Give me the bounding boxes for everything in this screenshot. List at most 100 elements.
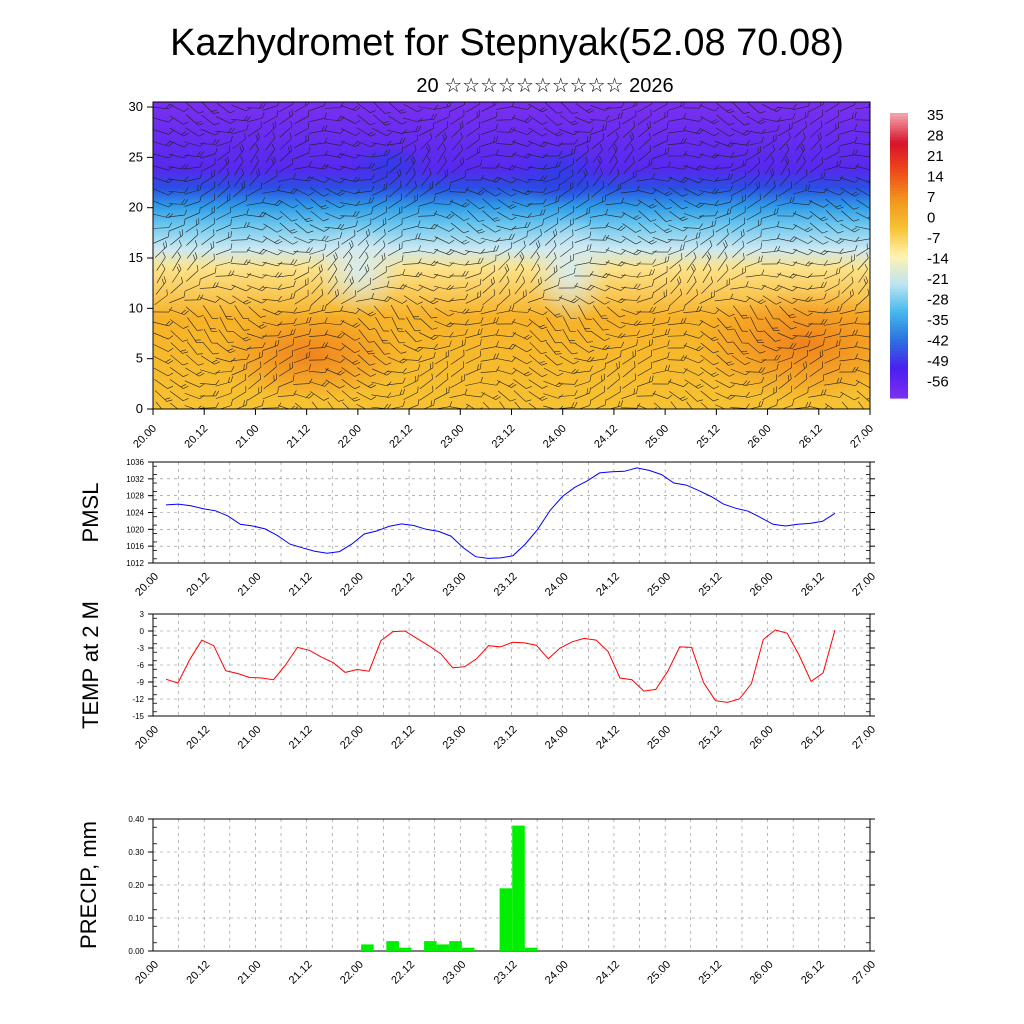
barb-flag <box>305 279 306 286</box>
wind-barb <box>184 141 205 147</box>
wind-barb <box>325 176 345 184</box>
barb-flag <box>277 296 282 302</box>
barb-flag <box>289 132 292 139</box>
barb-shaft <box>340 310 357 314</box>
barb-shaft <box>559 163 574 173</box>
barb-flag <box>761 136 764 143</box>
barb-shaft <box>777 261 793 267</box>
wind-barb <box>777 236 798 243</box>
wind-barb <box>372 128 392 136</box>
barb-flag <box>855 149 858 156</box>
barb-flag <box>479 109 481 116</box>
barb-flag <box>259 102 263 109</box>
barb-flag <box>558 183 561 190</box>
barb-flag <box>292 102 294 105</box>
wind-barb <box>327 252 338 271</box>
barb-flag <box>290 120 293 127</box>
barb-flag <box>757 147 759 154</box>
barb-flag <box>710 276 713 283</box>
barb-shaft <box>605 273 622 279</box>
wind-barb <box>373 228 386 246</box>
barb-shaft <box>373 234 386 246</box>
barb-flag <box>495 229 501 233</box>
barb-flag <box>477 189 483 194</box>
barb-shaft <box>513 246 526 258</box>
wind-barb <box>605 249 626 255</box>
wind-barb <box>231 208 249 219</box>
wind-barb <box>436 132 447 151</box>
barb-shaft <box>358 245 369 259</box>
barb-shaft <box>340 202 357 206</box>
wind-barb <box>530 240 541 259</box>
y-tick-label: 15 <box>129 250 143 265</box>
x-tick-label: 23.00 <box>438 423 466 451</box>
barb-flag <box>871 357 875 363</box>
barb-shaft <box>730 286 747 290</box>
wind-barb <box>324 102 344 109</box>
barb-shaft <box>234 305 244 319</box>
barb-shaft <box>452 137 463 151</box>
barb-flag <box>617 112 620 119</box>
wind-barb <box>747 156 761 174</box>
x-tick-label: 20.00 <box>133 959 161 987</box>
wind-barb <box>219 304 234 320</box>
barb-shaft <box>857 257 869 271</box>
wind-barb <box>808 171 826 183</box>
barb-shaft <box>608 161 618 175</box>
wind-barb <box>559 229 574 245</box>
wind-barb <box>481 223 501 233</box>
wind-barb <box>355 197 375 206</box>
wind-barb <box>746 146 761 161</box>
wind-barb <box>294 134 310 149</box>
barb-flag <box>760 120 766 125</box>
barb-shaft <box>357 114 371 126</box>
x-tick-label: 25.00 <box>645 724 673 752</box>
barb-flag <box>259 285 265 290</box>
wind-barb <box>434 183 451 195</box>
wind-barb <box>745 128 766 134</box>
wind-barb <box>309 112 327 123</box>
barb-flag <box>449 285 454 291</box>
barb-shaft <box>402 263 419 265</box>
wind-barb <box>200 158 216 173</box>
barb-flag <box>400 193 402 200</box>
barb-flag <box>230 135 233 142</box>
barb-flag <box>337 411 343 416</box>
wind-barb <box>542 150 563 157</box>
barb-shaft <box>512 177 528 183</box>
wind-barb <box>433 284 454 291</box>
barb-shaft <box>388 199 402 209</box>
barb-shaft <box>531 256 540 272</box>
wind-barb <box>590 105 611 111</box>
barb-shaft <box>405 173 416 187</box>
wind-barb <box>684 200 704 208</box>
x-tick-label: 26.00 <box>748 724 776 752</box>
barb-flag <box>196 264 199 271</box>
wind-barb <box>464 174 485 181</box>
barb-shaft <box>496 143 513 145</box>
barb-flag <box>589 270 594 277</box>
wind-barb <box>559 181 574 197</box>
barb-flag <box>682 193 688 197</box>
barb-shaft <box>262 298 279 302</box>
barb-flag <box>291 219 298 222</box>
wind-barb <box>373 305 391 319</box>
wind-barb <box>605 111 623 123</box>
barb-flag <box>495 123 498 130</box>
barb-flag <box>542 291 545 298</box>
barb-flag <box>496 177 501 183</box>
barb-flag <box>465 260 470 266</box>
barb-flag <box>433 248 439 254</box>
barb-shaft <box>373 102 386 114</box>
wind-barb <box>792 199 813 206</box>
barb-shaft <box>839 104 855 112</box>
barb-flag <box>399 283 404 289</box>
wind-barb <box>746 218 762 232</box>
barb-shaft <box>714 201 731 207</box>
barb-shaft <box>343 268 353 284</box>
wind-barb <box>169 115 189 125</box>
barb-shaft <box>809 163 823 173</box>
barb-flag <box>181 309 186 314</box>
wind-barb <box>402 232 421 242</box>
barb-flag <box>713 120 720 125</box>
